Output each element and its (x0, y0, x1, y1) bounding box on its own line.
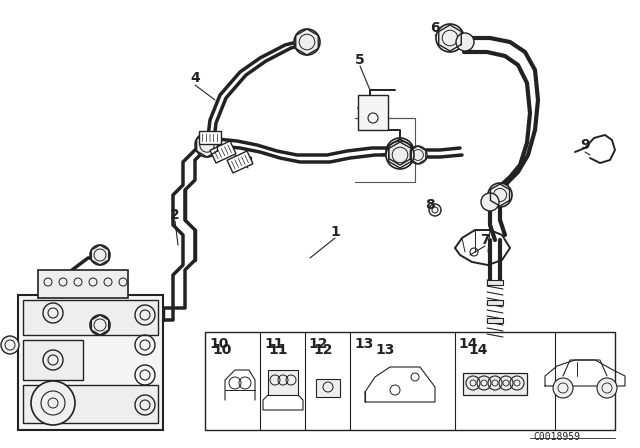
Text: 10: 10 (212, 343, 232, 357)
Bar (487, 318, 503, 323)
Bar (23, 300, 158, 335)
Text: 8: 8 (425, 198, 435, 212)
Text: 11: 11 (264, 337, 284, 351)
Circle shape (436, 24, 464, 52)
Bar (210, 141, 236, 163)
FancyArrowPatch shape (238, 158, 242, 166)
Text: 1: 1 (330, 225, 340, 239)
Bar (23, 385, 158, 423)
Circle shape (409, 146, 427, 164)
FancyArrowPatch shape (221, 148, 225, 156)
Text: 12: 12 (308, 337, 328, 351)
Bar (18, 295, 163, 430)
Bar (358, 95, 388, 130)
Text: 13: 13 (375, 343, 395, 357)
Circle shape (597, 378, 617, 398)
Bar (23, 340, 83, 380)
FancyArrowPatch shape (235, 160, 239, 168)
Circle shape (488, 183, 512, 207)
Circle shape (386, 138, 414, 166)
FancyArrowPatch shape (225, 146, 228, 154)
Circle shape (553, 378, 573, 398)
Text: 12: 12 (313, 343, 333, 357)
Bar (487, 280, 503, 285)
FancyArrowPatch shape (218, 150, 221, 157)
Circle shape (294, 29, 320, 55)
Bar (268, 370, 298, 395)
Circle shape (31, 381, 75, 425)
Text: 14: 14 (468, 343, 488, 357)
Text: C0018959: C0018959 (533, 432, 580, 442)
Circle shape (195, 133, 219, 157)
Circle shape (386, 141, 414, 169)
Circle shape (1, 336, 19, 354)
FancyArrowPatch shape (245, 155, 248, 163)
Bar (487, 300, 503, 305)
Text: 5: 5 (355, 53, 365, 67)
Bar (316, 379, 340, 397)
FancyArrowPatch shape (214, 151, 218, 159)
Bar (463, 373, 527, 395)
Text: 7: 7 (480, 233, 490, 247)
Circle shape (481, 193, 499, 211)
Text: 4: 4 (190, 71, 200, 85)
Text: 2: 2 (170, 208, 180, 222)
FancyArrowPatch shape (228, 145, 232, 153)
Circle shape (456, 33, 474, 51)
FancyArrowPatch shape (232, 161, 235, 169)
Text: 9: 9 (580, 138, 590, 152)
Bar (38, 270, 128, 298)
Text: 10: 10 (209, 337, 228, 351)
Text: 3: 3 (243, 155, 253, 169)
Circle shape (429, 204, 441, 216)
Bar (227, 151, 253, 173)
Circle shape (90, 315, 110, 335)
Text: 6: 6 (430, 21, 440, 35)
Text: 13: 13 (354, 337, 373, 351)
Text: 11: 11 (268, 343, 288, 357)
Circle shape (90, 245, 110, 265)
Bar (199, 132, 221, 145)
Text: 14: 14 (458, 337, 477, 351)
FancyArrowPatch shape (241, 157, 245, 164)
